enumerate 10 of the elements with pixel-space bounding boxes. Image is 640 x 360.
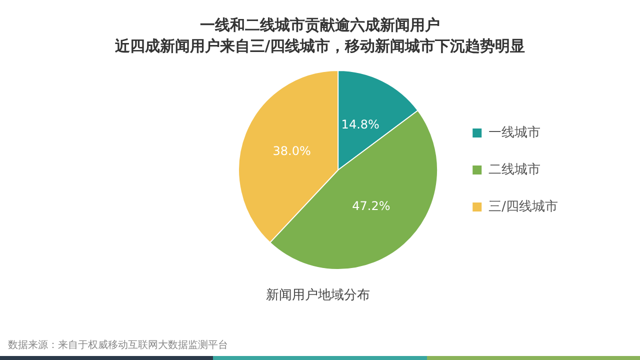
data-label: 14.8% [341,118,380,132]
chart-subtitle: 近四成新闻用户来自三/四线城市，移动新闻城市下沉趋势明显 [114,37,526,56]
legend-label: 二线城市 [488,162,541,178]
source-note: 数据来源：来自于权威移动互联网大数据监测平台 [8,338,228,352]
text: 新闻用户地域分布 [265,287,371,304]
data-label: 38.0% [272,144,311,158]
data-label: 47.2% [352,199,390,214]
legend-label: 三/四线城市 [488,199,558,214]
chart-title: 一线和二线城市贡献逾六成新闻用户 [199,15,441,35]
legend-label: 一线城市 [488,125,541,140]
